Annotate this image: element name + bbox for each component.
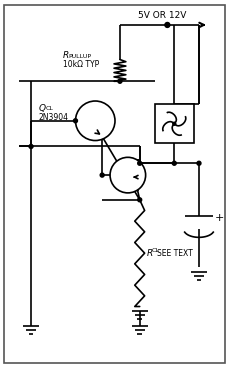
Text: CL: CL <box>151 248 159 253</box>
Circle shape <box>29 145 33 148</box>
Circle shape <box>100 173 104 177</box>
Circle shape <box>137 198 141 202</box>
Circle shape <box>172 122 175 125</box>
Text: R: R <box>62 50 69 60</box>
Circle shape <box>110 158 145 193</box>
Circle shape <box>75 101 114 141</box>
Circle shape <box>73 119 77 123</box>
Text: SEE TEXT: SEE TEXT <box>157 249 192 258</box>
Text: PULLUP: PULLUP <box>68 54 91 59</box>
Circle shape <box>137 161 141 165</box>
Circle shape <box>164 22 169 27</box>
Text: 5V OR 12V: 5V OR 12V <box>137 11 185 20</box>
Circle shape <box>117 79 121 83</box>
Circle shape <box>196 161 200 165</box>
Text: Q: Q <box>39 104 46 113</box>
Text: +: + <box>214 213 223 223</box>
Bar <box>154 104 193 144</box>
Text: 10kΩ TYP: 10kΩ TYP <box>62 60 98 70</box>
Text: CL: CL <box>46 106 54 111</box>
Text: 2N3904: 2N3904 <box>39 113 69 122</box>
Text: R: R <box>146 249 152 258</box>
Circle shape <box>172 161 175 165</box>
